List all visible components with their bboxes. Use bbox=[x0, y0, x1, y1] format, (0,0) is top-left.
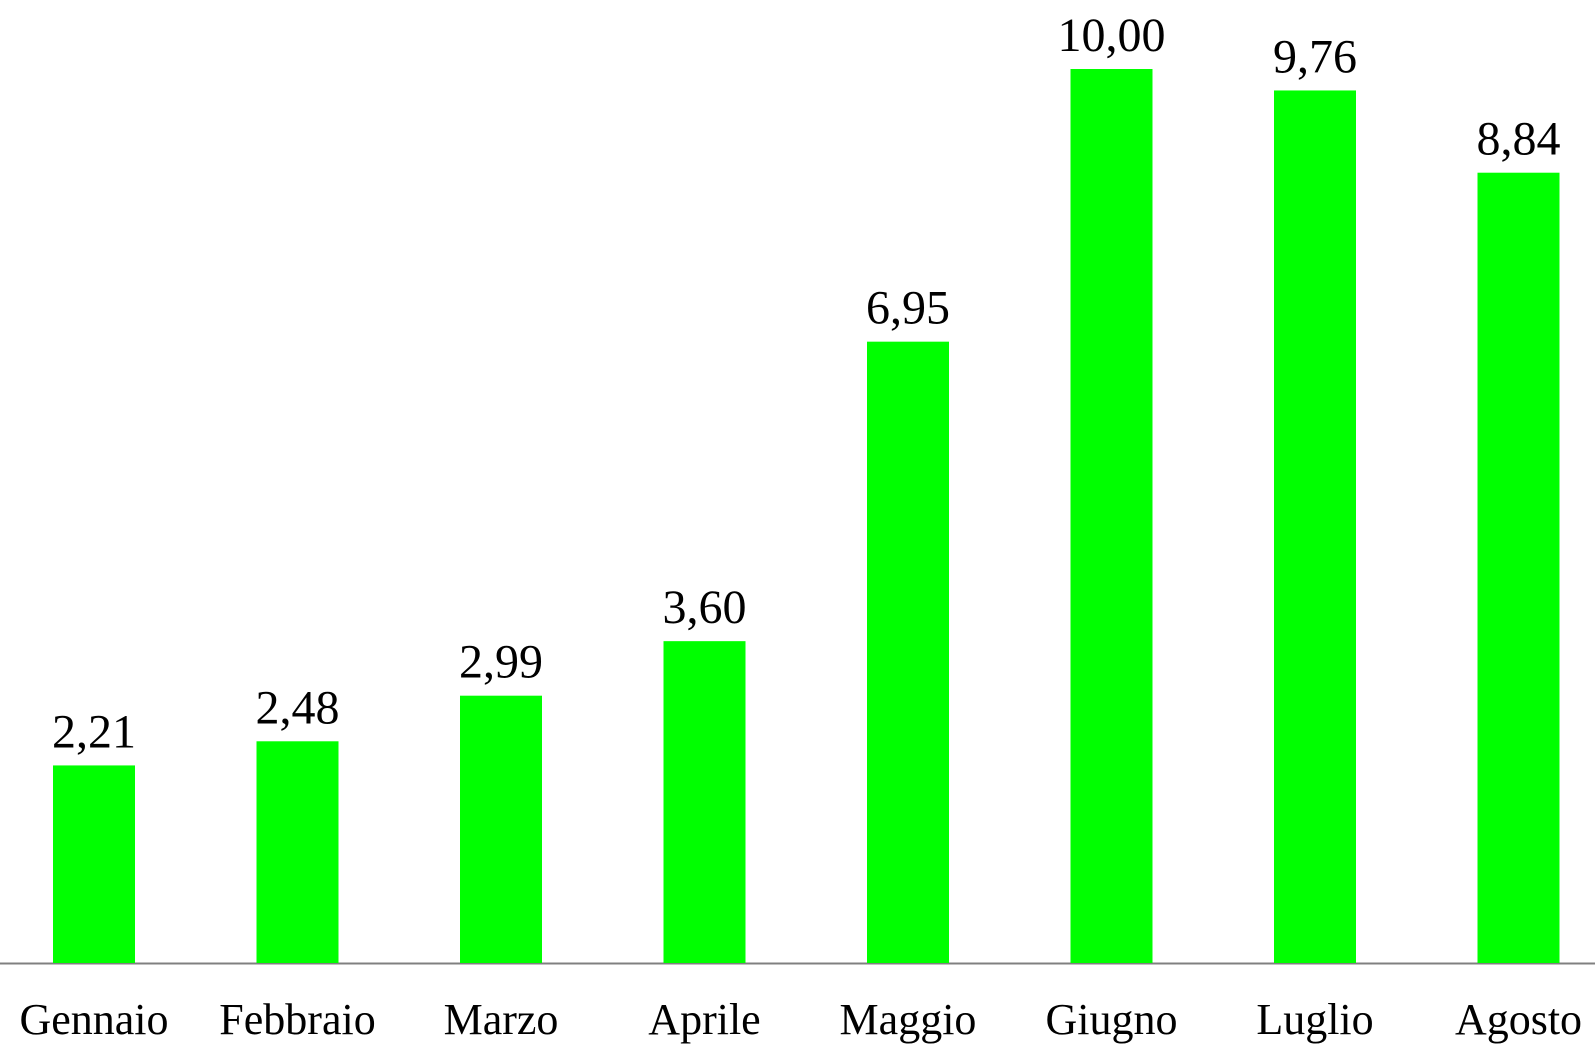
bar-value-label: 2,99 bbox=[459, 636, 543, 689]
bar-gennaio bbox=[53, 765, 135, 963]
x-tick-label: Aprile bbox=[648, 995, 760, 1044]
bar-febbraio bbox=[256, 741, 339, 963]
bar-luglio bbox=[1274, 90, 1356, 964]
bar-value-label: 8,84 bbox=[1477, 113, 1561, 166]
bar-agosto bbox=[1477, 172, 1560, 964]
bar-value-label: 2,21 bbox=[52, 705, 136, 758]
bar-marzo bbox=[460, 695, 542, 963]
x-tick-label: Giugno bbox=[1046, 995, 1178, 1044]
bar-value-label: 10,00 bbox=[1058, 9, 1166, 62]
bar-maggio bbox=[867, 341, 949, 963]
x-tick-label: Luglio bbox=[1256, 995, 1373, 1044]
x-tick-label: Gennaio bbox=[19, 995, 168, 1044]
bar-value-label: 2,48 bbox=[256, 681, 340, 734]
x-tick-label: Maggio bbox=[840, 995, 977, 1044]
x-tick-label: Febbraio bbox=[219, 995, 375, 1044]
x-tick-label: Agosto bbox=[1455, 995, 1582, 1044]
bar-giugno bbox=[1070, 69, 1153, 963]
bar-value-label: 3,60 bbox=[663, 581, 747, 634]
bar-value-label: 9,76 bbox=[1273, 30, 1357, 83]
bar-value-label: 6,95 bbox=[866, 282, 950, 335]
bar-aprile bbox=[663, 641, 746, 963]
x-tick-label: Marzo bbox=[444, 995, 559, 1044]
